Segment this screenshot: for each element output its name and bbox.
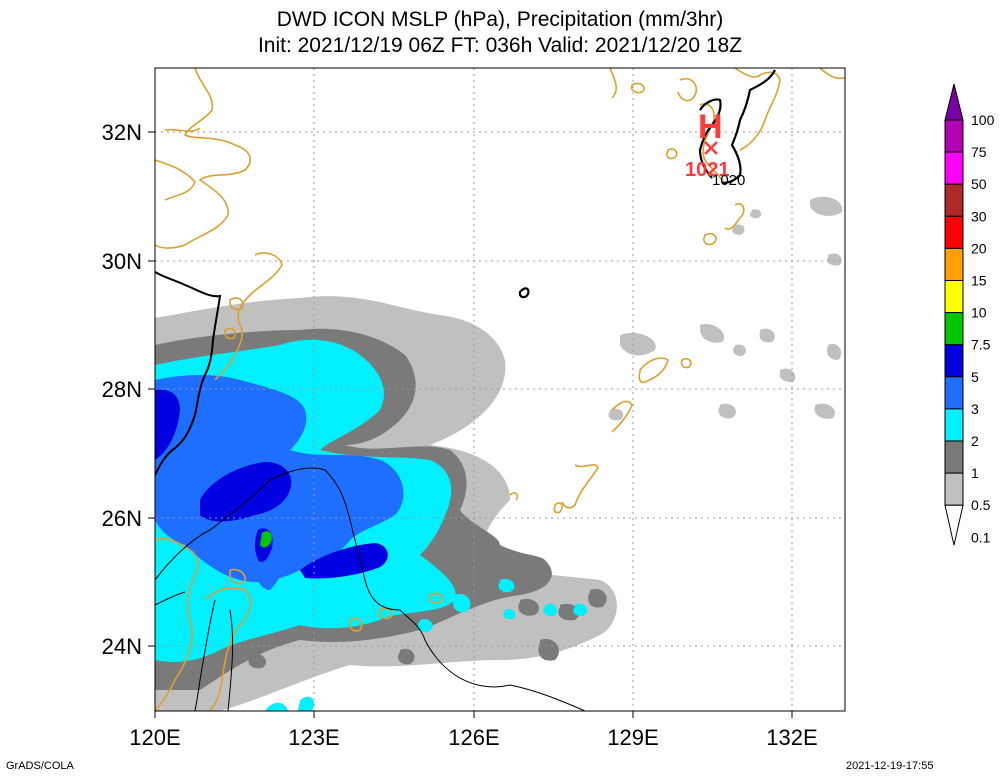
high-pressure-label: H	[698, 108, 723, 146]
lat-label: 28N	[102, 377, 142, 402]
colorbar-label: 100	[971, 112, 995, 128]
colorbar-swatch	[944, 215, 964, 249]
colorbar-label: 0.1	[971, 529, 991, 545]
colorbar-swatch	[944, 151, 964, 185]
colorbar-label: 20	[971, 240, 987, 256]
colorbar-swatch	[944, 280, 964, 314]
colorbar-label: 75	[971, 144, 987, 160]
colorbar-swatch	[944, 312, 964, 346]
colorbar-label: 1	[971, 465, 979, 481]
lon-label: 129E	[607, 725, 658, 750]
chart-title: DWD ICON MSLP (hPa), Precipitation (mm/3…	[276, 8, 724, 31]
colorbar-swatch	[944, 472, 964, 506]
colorbar-swatch	[944, 344, 964, 378]
footer-credit: GrADS/COLA	[6, 760, 74, 772]
precip-green	[260, 531, 272, 548]
colorbar-label: 10	[971, 305, 987, 321]
colorbar-label: 5	[971, 369, 979, 385]
high-pressure-value: 1021	[685, 159, 730, 181]
colorbar-label: 30	[971, 208, 987, 224]
colorbar-label: 2	[971, 433, 979, 449]
coast-boundary-thick	[155, 271, 222, 476]
lat-label: 30N	[102, 249, 142, 274]
grid-lines	[155, 68, 845, 711]
colorbar: 100 75 50 30 20 15 10 7.5 5 3 2 1 0.5 0.1	[944, 83, 995, 546]
colorbar-top-arrow	[944, 83, 964, 121]
lon-label: 132E	[766, 725, 817, 750]
boundaries	[155, 467, 586, 711]
footer-timestamp: 2021-12-19-17:55	[846, 760, 934, 772]
colorbar-label: 7.5	[971, 337, 991, 353]
colorbar-swatch	[944, 408, 964, 442]
lon-label: 126E	[448, 725, 499, 750]
chart-subtitle: Init: 2021/12/19 06Z FT: 036h Valid: 202…	[257, 34, 743, 57]
lat-label: 24N	[102, 634, 142, 659]
colorbar-swatch	[944, 247, 964, 281]
lat-label: 32N	[102, 120, 142, 145]
colorbar-swatch	[944, 376, 964, 410]
colorbar-swatch	[944, 119, 964, 153]
map-area: H 1021 1020	[155, 68, 845, 711]
high-center-cross-icon	[704, 141, 718, 155]
colorbar-label: 0.5	[971, 497, 991, 513]
colorbar-label: 3	[971, 401, 979, 417]
isobar-label: 1020	[712, 172, 745, 189]
colorbar-swatch	[944, 440, 964, 474]
precip-dark-blue	[155, 389, 388, 579]
colorbar-bottom-arrow	[944, 504, 964, 546]
colorbar-label: 50	[971, 176, 987, 192]
lon-label: 120E	[129, 725, 180, 750]
colorbar-label: 15	[971, 273, 987, 289]
colorbar-swatch	[944, 183, 964, 217]
lat-label: 26N	[102, 506, 142, 531]
lon-label: 123E	[288, 725, 339, 750]
axis-ticks	[148, 131, 793, 718]
coastlines	[155, 68, 845, 711]
isobars	[518, 69, 776, 299]
